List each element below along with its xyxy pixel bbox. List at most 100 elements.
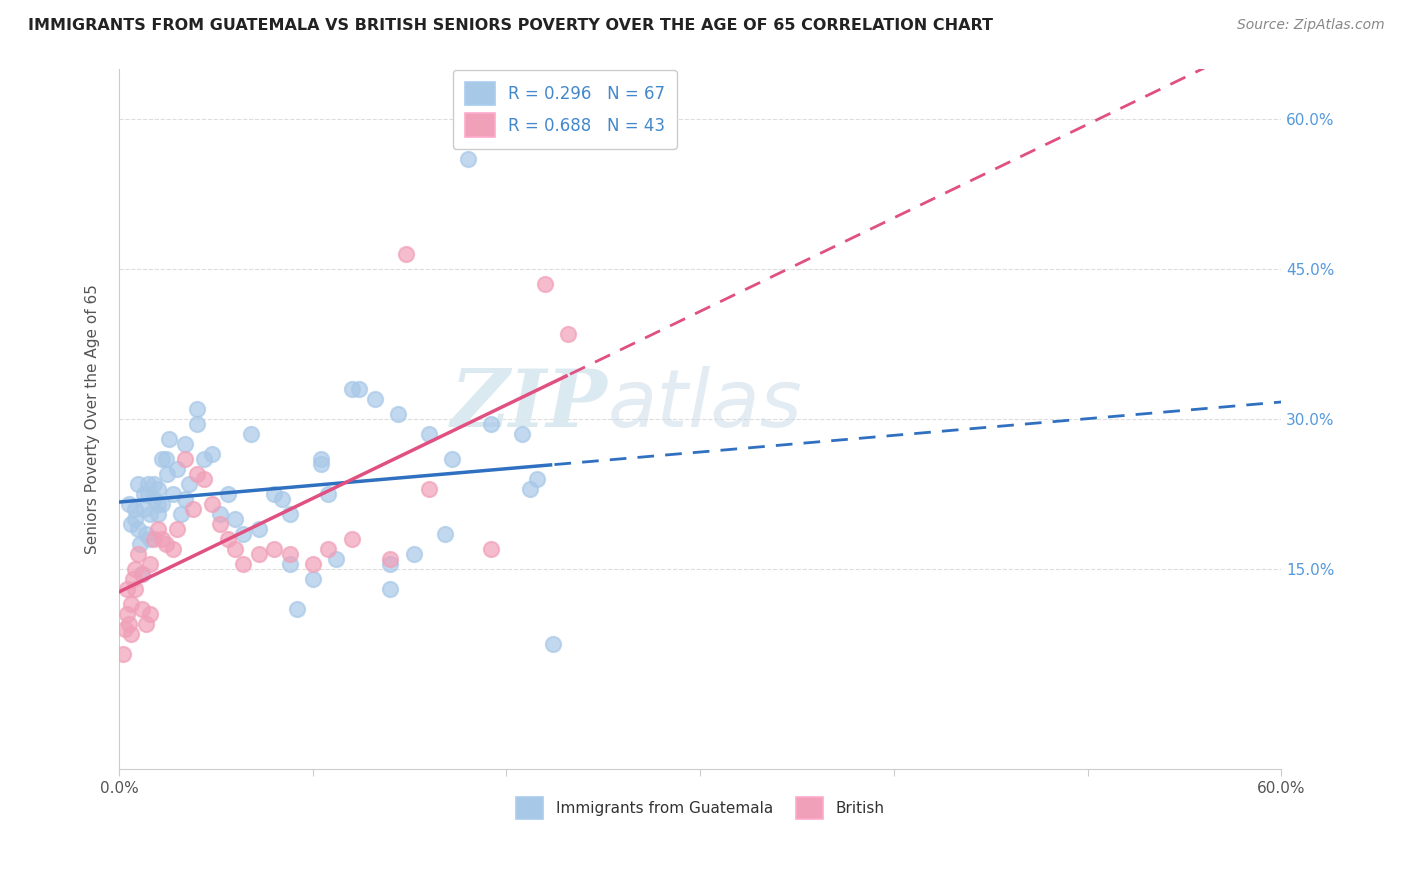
Text: ZIP: ZIP [450, 366, 607, 443]
Point [166, 462, 188, 476]
Point [139, 532, 162, 546]
Point [186, 401, 208, 416]
Point [174, 437, 197, 451]
Point [402, 547, 425, 561]
Point [387, 407, 409, 421]
Point [479, 542, 502, 557]
Text: IMMIGRANTS FROM GUATEMALA VS BRITISH SENIORS POVERTY OVER THE AGE OF 65 CORRELAT: IMMIGRANTS FROM GUATEMALA VS BRITISH SEN… [28, 18, 993, 33]
Point [186, 417, 208, 431]
Point [217, 532, 239, 546]
Point [380, 552, 402, 566]
Point [127, 477, 149, 491]
Point [208, 516, 231, 531]
Point [170, 507, 193, 521]
Point [157, 432, 180, 446]
Point [146, 482, 169, 496]
Point [263, 542, 285, 557]
Point [224, 542, 246, 557]
Point [131, 567, 153, 582]
Point [124, 562, 146, 576]
Point [150, 532, 173, 546]
Point [139, 507, 162, 521]
Point [181, 502, 204, 516]
Point [129, 537, 152, 551]
Point [146, 497, 169, 511]
Point [247, 522, 270, 536]
Point [146, 522, 169, 536]
Point [134, 502, 156, 516]
Point [395, 246, 418, 260]
Point [135, 617, 157, 632]
Point [510, 426, 533, 441]
Point [139, 557, 162, 571]
Point [155, 537, 177, 551]
Point [115, 607, 138, 621]
Point [127, 522, 149, 536]
Y-axis label: Seniors Poverty Over the Age of 65: Seniors Poverty Over the Age of 65 [86, 284, 100, 554]
Point [162, 487, 184, 501]
Point [232, 527, 254, 541]
Point [278, 507, 301, 521]
Point [134, 487, 156, 501]
Point [142, 491, 165, 506]
Point [247, 547, 270, 561]
Point [263, 487, 285, 501]
Point [534, 277, 557, 291]
Point [380, 557, 402, 571]
Point [340, 382, 363, 396]
Point [519, 482, 541, 496]
Point [136, 477, 159, 491]
Point [120, 627, 142, 641]
Point [340, 532, 363, 546]
Point [193, 472, 215, 486]
Point [557, 326, 579, 341]
Point [193, 452, 215, 467]
Point [316, 487, 339, 501]
Point [124, 502, 146, 516]
Point [208, 507, 231, 521]
Point [174, 491, 197, 506]
Point [162, 542, 184, 557]
Point [301, 557, 323, 571]
Point [278, 557, 301, 571]
Point [325, 552, 347, 566]
Point [433, 527, 456, 541]
Point [155, 452, 177, 467]
Point [150, 497, 173, 511]
Point [270, 491, 292, 506]
Point [201, 497, 224, 511]
Point [239, 426, 262, 441]
Point [364, 392, 387, 406]
Point [166, 522, 188, 536]
Point [150, 452, 173, 467]
Legend: Immigrants from Guatemala, British: Immigrants from Guatemala, British [510, 791, 890, 825]
Point [120, 597, 142, 611]
Point [124, 582, 146, 596]
Point [441, 452, 464, 467]
Point [136, 487, 159, 501]
Point [115, 582, 138, 596]
Point [174, 452, 197, 467]
Text: atlas: atlas [607, 366, 801, 444]
Point [139, 607, 162, 621]
Point [285, 602, 308, 616]
Point [142, 477, 165, 491]
Point [541, 637, 564, 651]
Point [479, 417, 502, 431]
Point [418, 482, 440, 496]
Point [146, 507, 169, 521]
Point [301, 572, 323, 586]
Point [232, 557, 254, 571]
Point [131, 602, 153, 616]
Point [127, 547, 149, 561]
Point [349, 382, 371, 396]
Point [418, 426, 440, 441]
Point [114, 622, 136, 636]
Point [457, 152, 479, 166]
Point [224, 512, 246, 526]
Point [156, 467, 179, 481]
Point [118, 497, 141, 511]
Point [380, 582, 402, 596]
Point [135, 527, 157, 541]
Point [124, 512, 146, 526]
